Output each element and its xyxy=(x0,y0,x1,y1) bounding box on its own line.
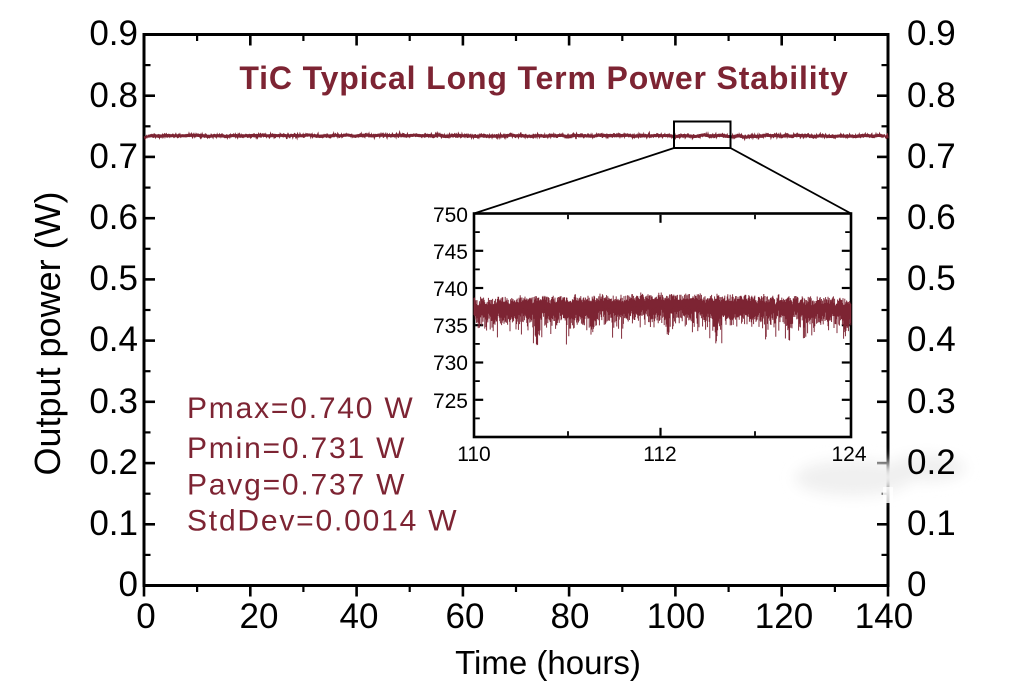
svg-text:0.1: 0.1 xyxy=(89,504,138,543)
svg-text:0: 0 xyxy=(907,565,926,604)
svg-text:0.7: 0.7 xyxy=(907,137,956,176)
svg-text:0.8: 0.8 xyxy=(907,76,956,115)
svg-text:Pmin=0.731 W: Pmin=0.731 W xyxy=(187,432,406,465)
svg-text:0.4: 0.4 xyxy=(907,320,956,359)
svg-text:0.5: 0.5 xyxy=(907,259,956,298)
svg-text:750: 750 xyxy=(433,204,468,227)
svg-text:80: 80 xyxy=(551,597,590,636)
svg-text:725: 725 xyxy=(433,390,468,413)
svg-text:0.6: 0.6 xyxy=(89,198,138,237)
svg-text:745: 745 xyxy=(433,241,468,264)
svg-text:0.4: 0.4 xyxy=(89,320,138,359)
svg-text:60: 60 xyxy=(446,597,485,636)
svg-text:735: 735 xyxy=(433,315,468,338)
svg-text:0.5: 0.5 xyxy=(89,259,138,298)
svg-text:0.2: 0.2 xyxy=(89,443,138,482)
svg-text:140: 140 xyxy=(855,597,913,636)
svg-text:730: 730 xyxy=(433,352,468,375)
svg-text:Time (hours): Time (hours) xyxy=(455,644,641,681)
svg-text:40: 40 xyxy=(340,597,379,636)
svg-text:0.7: 0.7 xyxy=(89,137,138,176)
svg-text:0.1: 0.1 xyxy=(907,504,956,543)
svg-text:124: 124 xyxy=(831,443,866,466)
svg-text:120: 120 xyxy=(755,597,813,636)
svg-text:0.2: 0.2 xyxy=(907,443,956,482)
svg-text:Pmax=0.740 W: Pmax=0.740 W xyxy=(187,392,415,425)
svg-text:0: 0 xyxy=(119,565,138,604)
svg-text:20: 20 xyxy=(240,597,279,636)
svg-text:0.3: 0.3 xyxy=(89,382,138,421)
svg-text:0.8: 0.8 xyxy=(89,76,138,115)
svg-text:0.6: 0.6 xyxy=(907,198,956,237)
svg-text:0.3: 0.3 xyxy=(907,382,956,421)
svg-text:740: 740 xyxy=(433,278,468,301)
svg-text:100: 100 xyxy=(647,597,705,636)
svg-text:0.9: 0.9 xyxy=(907,14,956,53)
svg-text:0.9: 0.9 xyxy=(89,14,138,53)
svg-text:Pavg=0.737 W: Pavg=0.737 W xyxy=(187,469,406,502)
svg-text:Output power (W): Output power (W) xyxy=(27,191,68,475)
svg-text:112: 112 xyxy=(643,443,676,466)
svg-text:0: 0 xyxy=(136,597,155,636)
svg-text:TiC Typical Long Term Power St: TiC Typical Long Term Power Stability xyxy=(239,60,848,96)
svg-text:110: 110 xyxy=(457,443,490,466)
svg-text:StdDev=0.0014 W: StdDev=0.0014 W xyxy=(187,505,458,538)
